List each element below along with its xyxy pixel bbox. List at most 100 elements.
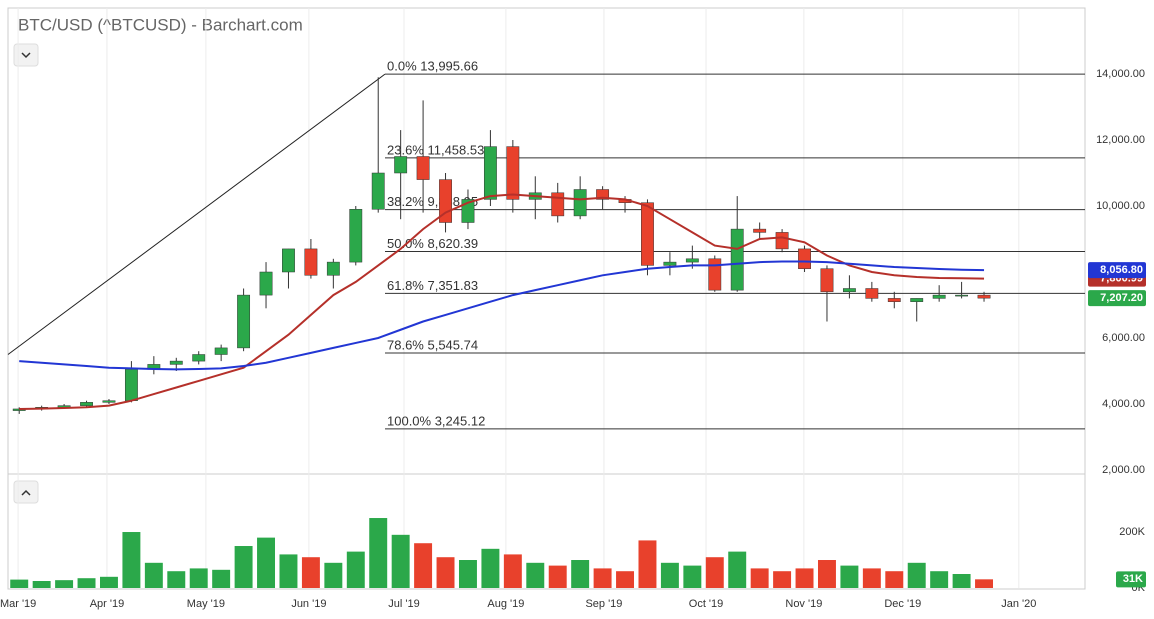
volume-bar — [616, 571, 635, 588]
candle-body — [169, 360, 183, 365]
expand-button[interactable] — [13, 480, 39, 504]
volume-bar — [436, 557, 455, 588]
candle-body — [730, 228, 744, 291]
fib-label: 0.0% 13,995.66 — [387, 59, 478, 74]
fib-label: 38.2% 9,888.95 — [387, 194, 478, 209]
volume-bar — [391, 534, 410, 588]
volume-bar — [907, 562, 926, 588]
volume-badge-bg — [1116, 571, 1146, 588]
ma-badge: 8,056.80 — [1100, 264, 1143, 276]
volume-bar — [705, 557, 724, 588]
candle-body — [80, 402, 93, 406]
candle-body — [416, 156, 430, 180]
candle-body — [865, 288, 879, 299]
price-badge-bg — [1088, 290, 1146, 307]
candle-body — [102, 400, 116, 403]
candle-body — [506, 146, 520, 200]
x-tick-label: Apr '19 — [90, 598, 125, 610]
y-tick-label: 10,000.00 — [1096, 200, 1145, 212]
candle-body — [573, 189, 587, 217]
volume-bar — [975, 579, 994, 588]
volume-bar — [32, 581, 51, 588]
candle-body — [708, 258, 722, 291]
moving-average — [19, 193, 985, 410]
volume-bar — [414, 543, 433, 588]
candle-body — [282, 248, 295, 273]
candle-body — [304, 248, 318, 276]
candle-body — [371, 172, 385, 210]
volume-bar — [817, 560, 836, 588]
fib-label: 61.8% 7,351.83 — [387, 278, 478, 293]
y-tick-label: 14,000.00 — [1096, 68, 1145, 80]
volume-badge: 31K — [1123, 573, 1143, 585]
price-badge: 7,207.20 — [1100, 292, 1143, 304]
candle-body — [237, 294, 251, 349]
candle-body — [842, 288, 856, 293]
volume-bar — [885, 571, 904, 588]
x-tick-label: Jun '19 — [291, 598, 326, 610]
volume-bar — [144, 562, 163, 588]
moving-average — [19, 260, 985, 371]
x-tick-label: Mar '19 — [0, 598, 36, 610]
trendline — [7, 73, 386, 355]
volume-bar — [930, 571, 949, 588]
volume-bar — [257, 537, 276, 588]
x-tick-label: Nov '19 — [785, 598, 822, 610]
collapse-button[interactable] — [13, 43, 39, 67]
volume-bar — [750, 568, 769, 588]
volume-bar — [189, 568, 208, 588]
ma-badge-bg — [1088, 262, 1146, 279]
candle-body — [910, 298, 924, 302]
volume-bar — [55, 580, 74, 588]
volume-bar — [593, 568, 612, 588]
volume-tick-label: 200K — [1119, 526, 1145, 538]
candle-body — [551, 192, 565, 217]
candle-body — [192, 354, 206, 362]
volume-bar — [683, 565, 702, 588]
y-tick-label: 6,000.00 — [1102, 332, 1145, 344]
x-tick-label: May '19 — [187, 598, 225, 610]
volume-bar — [324, 562, 343, 588]
fib-label: 23.6% 11,458.53 — [387, 142, 484, 157]
candle-body — [753, 228, 767, 233]
candle-body — [483, 146, 497, 200]
volume-bar — [369, 518, 388, 588]
volume-bar — [503, 554, 522, 588]
volume-bar — [728, 551, 747, 588]
volume-bar — [212, 569, 231, 588]
volume-bar — [952, 574, 971, 588]
volume-bar — [122, 532, 141, 588]
y-tick-label: 12,000.00 — [1096, 134, 1145, 146]
candle-body — [887, 298, 901, 302]
candle-body — [461, 199, 475, 223]
y-tick-label: 2,000.00 — [1102, 464, 1145, 476]
volume-bar — [167, 571, 186, 588]
volume-bar — [548, 565, 567, 588]
x-tick-label: Jul '19 — [388, 598, 419, 610]
x-tick-label: Oct '19 — [689, 598, 724, 610]
x-tick-label: Sep '19 — [585, 598, 622, 610]
volume-bar — [795, 568, 814, 588]
fib-label: 78.6% 5,545.74 — [387, 337, 478, 352]
candle-body — [685, 258, 699, 263]
candle-body — [932, 294, 946, 299]
candle-body — [214, 347, 228, 355]
volume-bar — [526, 562, 545, 588]
candle-body — [326, 261, 340, 276]
candle-body — [124, 369, 138, 401]
volume-bar — [10, 579, 29, 588]
volume-bar — [99, 576, 118, 588]
chart-title: BTC/USD (^BTCUSD) - Barchart.com — [18, 15, 303, 34]
candle-body — [259, 271, 273, 296]
fib-label: 100.0% 3,245.12 — [387, 413, 485, 428]
candle-body — [798, 248, 811, 269]
volume-bar — [773, 571, 792, 588]
volume-bar — [234, 546, 253, 588]
candle-body — [394, 156, 408, 174]
x-tick-label: Jan '20 — [1001, 598, 1036, 610]
plot-frame — [7, 7, 1086, 590]
volume-bar — [458, 560, 477, 588]
volume-bar — [571, 560, 590, 588]
volume-bar — [301, 557, 320, 588]
